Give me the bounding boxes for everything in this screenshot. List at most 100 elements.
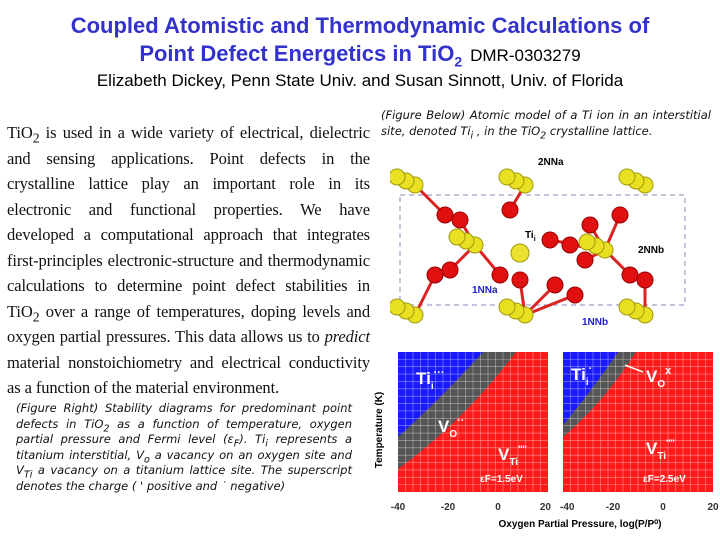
t: V bbox=[646, 439, 658, 458]
ti-atom bbox=[390, 168, 406, 186]
o-atom bbox=[511, 271, 529, 289]
t: V bbox=[498, 445, 510, 464]
bond bbox=[524, 293, 576, 317]
arrow bbox=[624, 364, 644, 373]
o-atom bbox=[611, 206, 629, 224]
t: i bbox=[470, 129, 474, 141]
caption-figure-right: (Figure Right) Stability diagrams for pr… bbox=[16, 401, 352, 494]
t: Ti bbox=[416, 369, 431, 388]
t: represents a titanium interstitial, V bbox=[16, 432, 352, 462]
o-atom bbox=[441, 261, 459, 279]
o-atom bbox=[541, 231, 559, 249]
o-atom bbox=[576, 251, 594, 269]
t: is used in a wide variety of electrical,… bbox=[7, 123, 370, 321]
ti-atom bbox=[448, 228, 466, 246]
fermi-level-left: εF=1.5eV bbox=[480, 474, 523, 485]
t: ·· bbox=[457, 415, 464, 427]
t: Ti bbox=[23, 469, 33, 481]
t: 2 bbox=[32, 308, 40, 324]
t: a vacancy on a titanium lattice site. Th… bbox=[16, 463, 352, 493]
title-line-2-text: Point Defect Energetics in TiO bbox=[139, 41, 455, 66]
t: , in the TiO bbox=[473, 123, 541, 138]
ti-atom bbox=[618, 168, 636, 186]
t: (Figure Below) Atomic model of a Ti ion … bbox=[381, 108, 711, 138]
label-vti: VTi′′′′ bbox=[498, 444, 527, 468]
x-tick-label: -20 bbox=[441, 502, 456, 513]
t: Ti bbox=[525, 230, 534, 241]
t: (Figure Right) Stability diagrams for pr… bbox=[16, 401, 352, 431]
t: crystalline lattice. bbox=[546, 123, 653, 138]
t: x bbox=[665, 365, 672, 377]
ti-atom bbox=[390, 298, 406, 316]
t: i bbox=[534, 236, 536, 243]
t: i bbox=[586, 377, 589, 388]
diagram-right bbox=[563, 352, 713, 492]
x-tick-label: 20 bbox=[707, 502, 719, 513]
label-ti-interstitial: Tii· bbox=[571, 363, 592, 388]
caption-figure-below: (Figure Below) Atomic model of a Ti ion … bbox=[381, 108, 711, 141]
t: a vacancy on an oxygen site and V bbox=[16, 447, 352, 478]
t: Ti bbox=[571, 365, 586, 384]
label-ti: Tii bbox=[525, 230, 536, 243]
label-vo: VO·· bbox=[438, 415, 464, 440]
x-tick-label: -40 bbox=[560, 502, 575, 513]
t: ··· bbox=[434, 367, 445, 379]
o-atom bbox=[436, 206, 454, 224]
o-atom bbox=[581, 216, 599, 234]
y-axis-label: Temperature (K) bbox=[374, 392, 385, 469]
t: ′′′′ bbox=[666, 438, 675, 448]
t: as a function of temperature, oxygen par… bbox=[16, 416, 352, 447]
t: TiO bbox=[7, 123, 33, 142]
label-1nna: 1NNa bbox=[472, 285, 498, 296]
o-atom bbox=[621, 266, 639, 284]
authors: Elizabeth Dickey, Penn State Univ. and S… bbox=[96, 71, 624, 90]
o-atom bbox=[636, 271, 654, 289]
title-line-2: Point Defect Energetics in TiO2 DMR-03032… bbox=[0, 40, 720, 70]
fermi-level-right: εF=2.5eV bbox=[643, 474, 686, 485]
x-axis-label: Oxygen Partial Pressure, log(P/P⁰) bbox=[499, 519, 662, 530]
t: F bbox=[233, 438, 240, 450]
o-atom bbox=[546, 276, 564, 294]
o-atom bbox=[451, 211, 469, 229]
t: over a range of temperatures, doping lev… bbox=[7, 301, 370, 347]
label-1nnb: 1NNb bbox=[582, 317, 608, 328]
t: O bbox=[449, 429, 457, 440]
x-tick-label: -40 bbox=[391, 502, 406, 513]
t: ). Ti bbox=[239, 432, 266, 446]
t: Ti bbox=[657, 451, 666, 462]
label-2nnb: 2NNb bbox=[638, 245, 664, 256]
t: 2 bbox=[103, 422, 110, 434]
label-2nna: 2NNa bbox=[538, 157, 564, 168]
t: i bbox=[265, 438, 268, 450]
body-text: TiO 2 is used in a wide variety of electr… bbox=[7, 120, 370, 401]
o-atom bbox=[426, 266, 444, 284]
o-atom bbox=[561, 236, 579, 254]
t: i bbox=[431, 381, 434, 392]
stability-diagrams: Temperature (K) Oxygen Partial Pressure,… bbox=[374, 352, 719, 530]
x-tick-label: 20 bbox=[540, 502, 552, 513]
title-line-1: Coupled Atomistic and Thermodynamic Calc… bbox=[70, 13, 650, 38]
t: o bbox=[143, 453, 150, 465]
award-number: DMR-0303279 bbox=[470, 46, 581, 65]
t: Ti bbox=[509, 457, 518, 468]
ti-atom bbox=[498, 298, 516, 316]
ti-atom bbox=[618, 298, 636, 316]
diagram-left bbox=[398, 352, 548, 492]
t: material nonstoichiometry and electrical… bbox=[7, 352, 370, 398]
t: predict bbox=[324, 327, 371, 346]
title-sub: 2 bbox=[454, 53, 463, 70]
x-tick-label: -20 bbox=[606, 502, 621, 513]
label-ti-interstitial: Tii··· bbox=[416, 367, 445, 392]
ti-atom bbox=[498, 168, 516, 186]
ti-atom bbox=[578, 233, 596, 251]
left-labels: Tii··· VO·· VTi′′′′ εF=1.5eV bbox=[416, 367, 527, 485]
crystal-model-figure: 2NNa Tii 2NNb 1NNa 1NNb bbox=[390, 157, 686, 328]
t: ′′′′ bbox=[518, 444, 527, 454]
t: · bbox=[589, 363, 593, 375]
o-atom bbox=[501, 201, 519, 219]
right-labels: Tii· VOx VTi′′′′ εF=2.5eV bbox=[571, 363, 686, 485]
label-vo: VOx bbox=[646, 365, 672, 390]
region-ti bbox=[398, 352, 483, 437]
t: O bbox=[657, 379, 665, 390]
t: 2 bbox=[540, 129, 547, 141]
